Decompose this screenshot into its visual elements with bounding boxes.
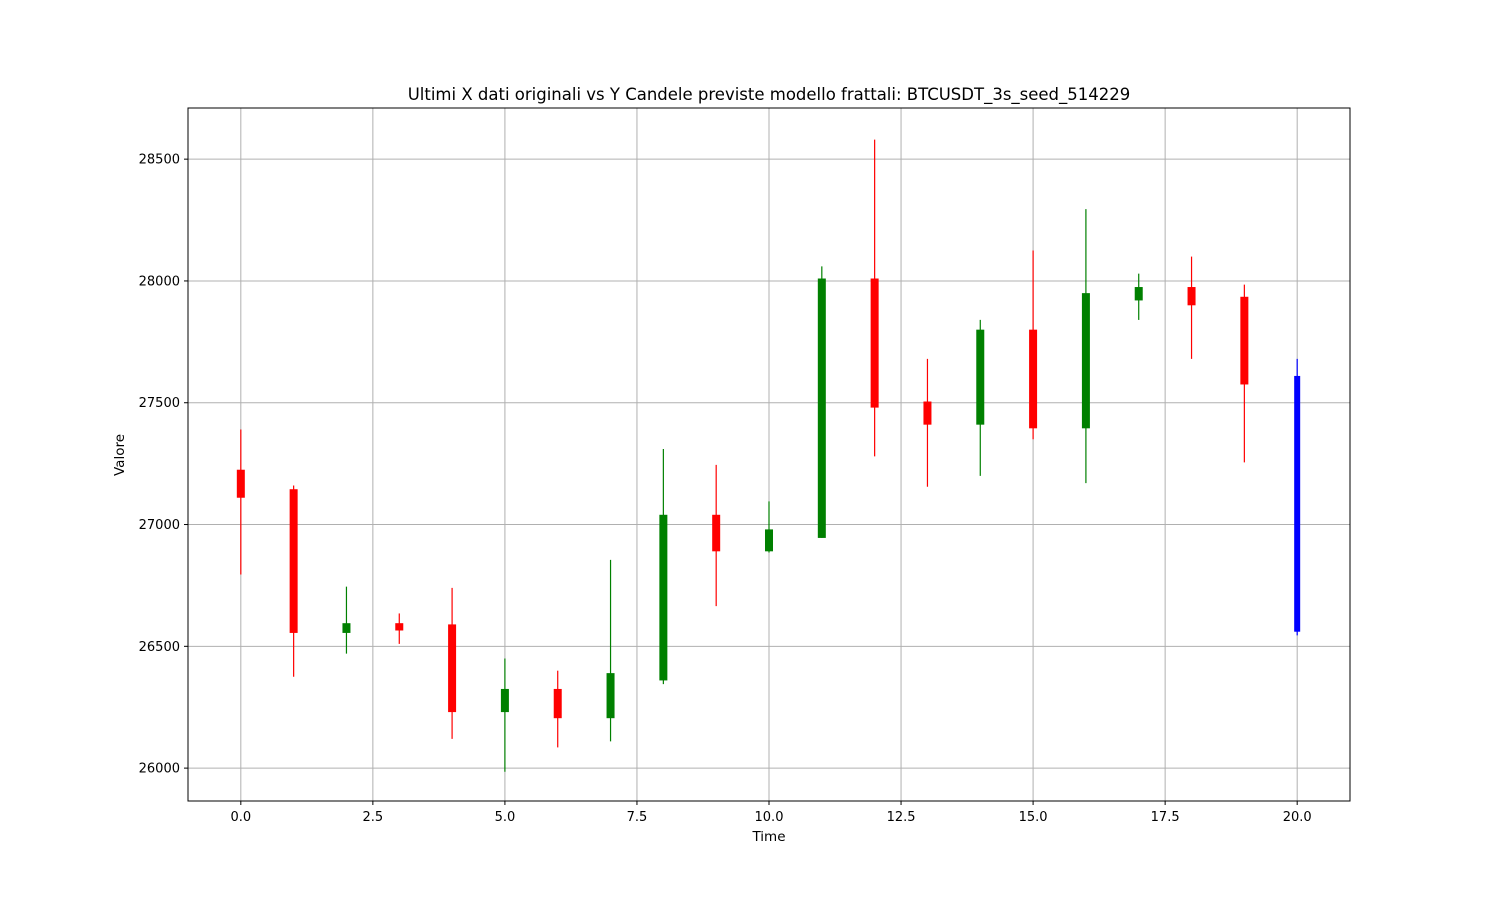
candle bbox=[553, 670, 562, 748]
candle bbox=[659, 449, 668, 685]
candle bbox=[236, 429, 245, 575]
candle-body bbox=[659, 514, 668, 681]
candles bbox=[236, 139, 1301, 772]
candle bbox=[1294, 358, 1301, 636]
candle bbox=[923, 358, 932, 487]
candle bbox=[395, 613, 404, 644]
candle-body bbox=[448, 624, 457, 713]
candle-body bbox=[553, 688, 562, 719]
axis-ticks: 0.0 2.5 5.0 7.5 10.0 12.5 15.0 17.5 20.0 26000 265… bbox=[139, 153, 1312, 825]
candle bbox=[976, 319, 985, 476]
candle-body bbox=[606, 673, 615, 719]
candle-body bbox=[1187, 287, 1196, 306]
candle bbox=[606, 559, 615, 742]
chart-title: Ultimi X dati originali vs Y Candele pre… bbox=[408, 85, 1131, 105]
candle-body bbox=[289, 489, 298, 633]
candle bbox=[289, 485, 298, 677]
x-tick-label: 2.5 bbox=[363, 810, 384, 825]
candle-body bbox=[923, 401, 932, 425]
y-tick-label: 28000 bbox=[139, 274, 180, 289]
candle bbox=[1240, 284, 1249, 463]
candle-body bbox=[870, 278, 879, 408]
candle bbox=[500, 658, 509, 772]
candle-body bbox=[395, 623, 404, 631]
candle bbox=[817, 266, 826, 538]
y-tick-label: 26500 bbox=[139, 640, 180, 655]
x-tick-label: 15.0 bbox=[1019, 810, 1048, 825]
candle bbox=[712, 464, 721, 607]
x-axis-label: Time bbox=[751, 829, 785, 845]
candle-body bbox=[1134, 287, 1143, 301]
candle bbox=[1187, 256, 1196, 359]
candle bbox=[342, 586, 351, 654]
x-tick-label: 7.5 bbox=[627, 810, 648, 825]
candle-body bbox=[1081, 293, 1090, 429]
candle bbox=[870, 139, 879, 457]
candle-body bbox=[1240, 296, 1249, 385]
x-tick-label: 17.5 bbox=[1151, 810, 1180, 825]
candle-body bbox=[500, 688, 509, 713]
y-tick-label: 28500 bbox=[139, 153, 180, 168]
candle bbox=[1029, 250, 1038, 440]
candle bbox=[1134, 273, 1143, 320]
x-tick-label: 20.0 bbox=[1283, 810, 1312, 825]
x-tick-label: 0.0 bbox=[230, 810, 251, 825]
candle-body bbox=[817, 278, 826, 538]
candle-body bbox=[765, 529, 773, 552]
grid-lines bbox=[188, 108, 1350, 801]
candle-body bbox=[712, 514, 721, 552]
x-tick-label: 5.0 bbox=[495, 810, 516, 825]
candle bbox=[765, 501, 773, 553]
x-tick-label: 10.0 bbox=[755, 810, 784, 825]
x-tick-label: 12.5 bbox=[887, 810, 916, 825]
y-tick-label: 26000 bbox=[139, 762, 180, 777]
candle-body bbox=[342, 623, 351, 633]
y-tick-label: 27500 bbox=[139, 396, 180, 411]
candle-body bbox=[236, 469, 245, 498]
y-tick-label: 27000 bbox=[139, 518, 180, 533]
candle-body bbox=[976, 329, 985, 425]
y-axis-label: Valore bbox=[112, 434, 128, 476]
candle bbox=[1081, 209, 1090, 484]
candle-body bbox=[1029, 329, 1038, 429]
candle bbox=[448, 587, 457, 739]
candle-body bbox=[1294, 375, 1301, 632]
